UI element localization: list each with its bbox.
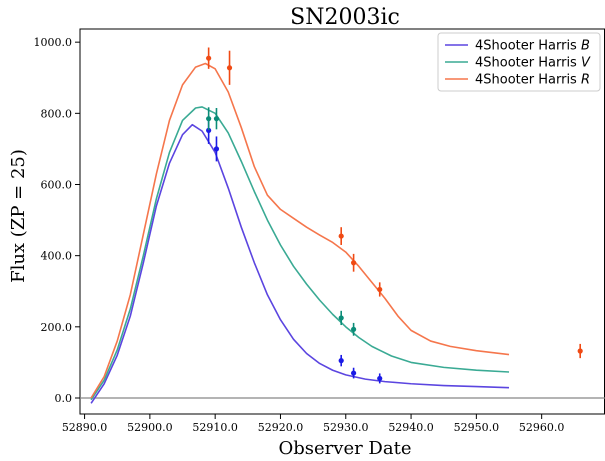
chart-title: SN2003ic: [290, 5, 400, 30]
legend-label-r: 4Shooter Harris R: [475, 73, 590, 88]
legend-series-name: 4Shooter Harris: [475, 73, 581, 88]
data-point-r: [577, 348, 583, 354]
x-tick-label: 52960.0: [519, 421, 565, 434]
y-tick-label: 1000.0: [34, 36, 73, 49]
plot-area: 52890.0 52900.0 52910.0 52920.0 52930.0 52940…: [34, 28, 605, 434]
x-tick-label: 52950.0: [454, 421, 500, 434]
data-point-v: [206, 116, 212, 122]
y-tick-label: 400.0: [41, 250, 73, 263]
series-line-v: [90, 106, 510, 401]
legend-series-name: 4Shooter Harris: [475, 56, 581, 71]
x-axis-label: Observer Date: [279, 438, 412, 459]
data-point-b: [377, 375, 383, 382]
data-point-v: [338, 315, 344, 321]
legend-band-name: V: [581, 56, 591, 71]
x-tick-label: 52930.0: [323, 421, 369, 434]
data-point-r: [226, 65, 233, 71]
x-tick-label: 52910.0: [192, 421, 238, 434]
y-tick-label: 0.0: [55, 392, 73, 405]
legend-box: [437, 32, 601, 92]
data-point-b: [351, 370, 357, 376]
y-tick-label: 200.0: [41, 321, 73, 334]
series-line-r: [90, 62, 510, 399]
data-point-r: [206, 55, 212, 61]
x-tick-label: 52940.0: [388, 421, 434, 434]
data-point-b: [338, 358, 344, 364]
y-tick-label: 800.0: [41, 107, 73, 120]
legend-label-b: 4Shooter Harris B: [475, 39, 590, 54]
legend-series-name: 4Shooter Harris: [475, 39, 581, 54]
data-point-b: [206, 127, 212, 134]
legend-label-v: 4Shooter Harris V: [475, 56, 591, 71]
legend-band-name: B: [581, 39, 590, 54]
data-point-r: [338, 233, 344, 239]
y-axis-label: Flux (ZP = 25): [8, 149, 29, 283]
series-line-b: [90, 123, 510, 404]
data-point-r: [377, 286, 383, 293]
x-tick-label: 52920.0: [258, 421, 304, 434]
x-tick-label: 52890.0: [62, 421, 108, 434]
y-tick-label: 600.0: [41, 178, 73, 191]
data-point-r: [351, 260, 357, 266]
legend-band-name: R: [581, 73, 590, 88]
data-point-b: [213, 146, 220, 152]
x-tick-label: 52900.0: [127, 421, 173, 434]
data-point-v: [351, 326, 357, 332]
data-point-v: [213, 116, 220, 122]
